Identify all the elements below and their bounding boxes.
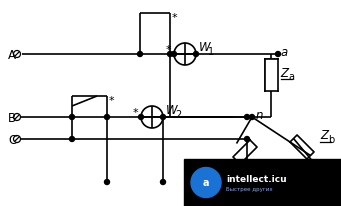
Circle shape — [137, 52, 143, 57]
Circle shape — [193, 52, 198, 57]
Circle shape — [167, 52, 173, 57]
Circle shape — [161, 115, 165, 120]
Text: c: c — [248, 167, 253, 177]
Text: *: * — [165, 45, 171, 55]
Circle shape — [161, 180, 165, 185]
Text: *: * — [109, 96, 115, 105]
Text: *: * — [172, 13, 178, 23]
Circle shape — [70, 137, 74, 142]
Text: a: a — [281, 46, 288, 59]
Circle shape — [244, 115, 250, 120]
Polygon shape — [184, 159, 341, 206]
Text: Z: Z — [240, 162, 248, 175]
Circle shape — [244, 180, 250, 185]
Circle shape — [191, 168, 221, 198]
Circle shape — [244, 137, 250, 142]
Circle shape — [250, 115, 254, 120]
Polygon shape — [265, 60, 278, 91]
Circle shape — [104, 115, 109, 120]
Text: B: B — [8, 112, 16, 125]
Text: Быстрее других: Быстрее других — [226, 186, 272, 191]
Circle shape — [172, 52, 177, 57]
Text: 2: 2 — [175, 109, 181, 119]
Text: intellect.icu: intellect.icu — [226, 174, 287, 183]
Circle shape — [70, 115, 74, 120]
Circle shape — [276, 52, 281, 57]
Text: A: A — [8, 49, 16, 62]
Text: b: b — [328, 134, 334, 144]
Text: a: a — [203, 178, 209, 188]
Text: 1: 1 — [208, 47, 214, 57]
Circle shape — [138, 115, 144, 120]
Text: n: n — [256, 109, 264, 122]
Text: C: C — [8, 134, 16, 147]
Text: W: W — [199, 41, 211, 54]
Circle shape — [104, 180, 109, 185]
Text: a: a — [288, 72, 295, 82]
Text: W: W — [166, 104, 178, 117]
Text: *: * — [132, 108, 138, 117]
Text: Z: Z — [281, 67, 288, 80]
Circle shape — [327, 180, 332, 185]
Text: Z: Z — [320, 129, 328, 142]
